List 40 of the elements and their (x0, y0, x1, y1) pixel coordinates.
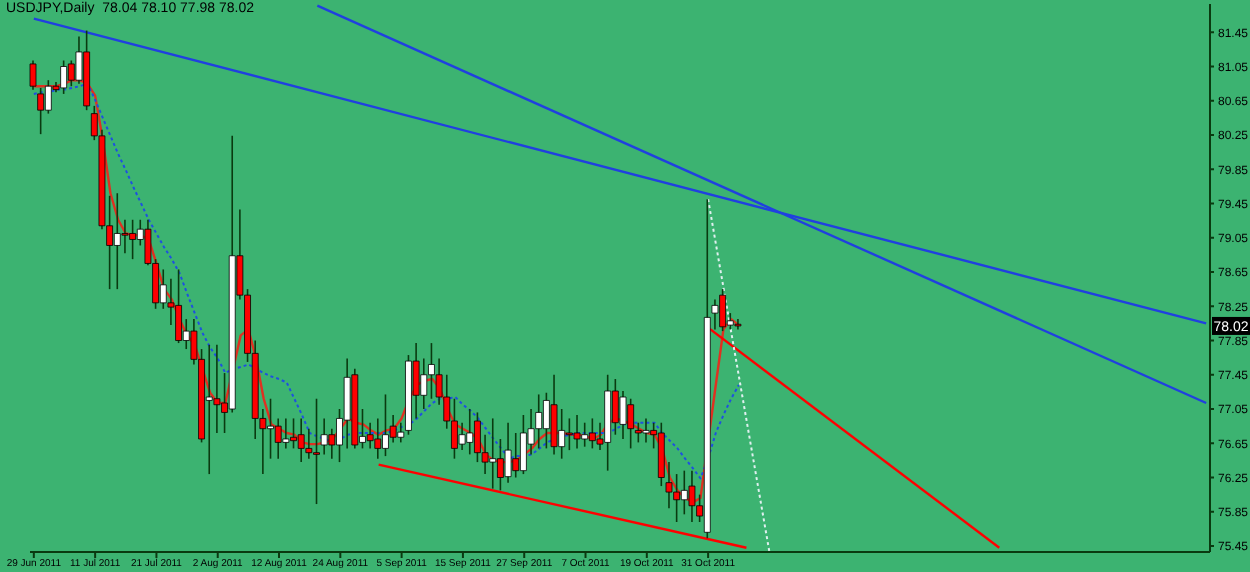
candlestick (175, 268, 182, 344)
candlestick (205, 343, 213, 475)
candlestick (489, 417, 497, 490)
candlestick (573, 414, 581, 450)
candlestick (290, 417, 297, 450)
candlestick (535, 393, 543, 450)
candlestick (67, 59, 75, 87)
candlestick (37, 87, 45, 135)
candlestick (374, 417, 382, 460)
candlestick (44, 79, 52, 115)
candlestick (382, 393, 389, 457)
candlestick (558, 408, 566, 460)
candlestick (29, 59, 37, 91)
candlestick (274, 417, 282, 460)
candlestick (121, 218, 129, 254)
candlestick (313, 397, 320, 505)
candlestick (719, 288, 727, 332)
candlestick (512, 432, 520, 479)
candlestick (680, 469, 688, 516)
candlestick (60, 59, 68, 95)
candlestick (634, 421, 642, 444)
candlestick (267, 397, 274, 460)
candlestick (688, 469, 696, 523)
candlestick (588, 417, 596, 450)
candlestick (297, 417, 305, 463)
candlestick (320, 417, 328, 456)
candlestick (565, 417, 573, 451)
candlestick (627, 397, 635, 450)
candlestick (129, 218, 137, 260)
candlestick (282, 417, 290, 450)
candlestick (550, 373, 558, 456)
candlestick (343, 357, 351, 450)
candlestick (504, 421, 512, 484)
candlestick (642, 417, 650, 444)
candlestick (519, 414, 527, 475)
candlestick (466, 408, 474, 456)
candlestick (581, 421, 589, 448)
candlestick (113, 192, 121, 290)
candlestick (420, 357, 428, 410)
candlestick (611, 378, 619, 436)
